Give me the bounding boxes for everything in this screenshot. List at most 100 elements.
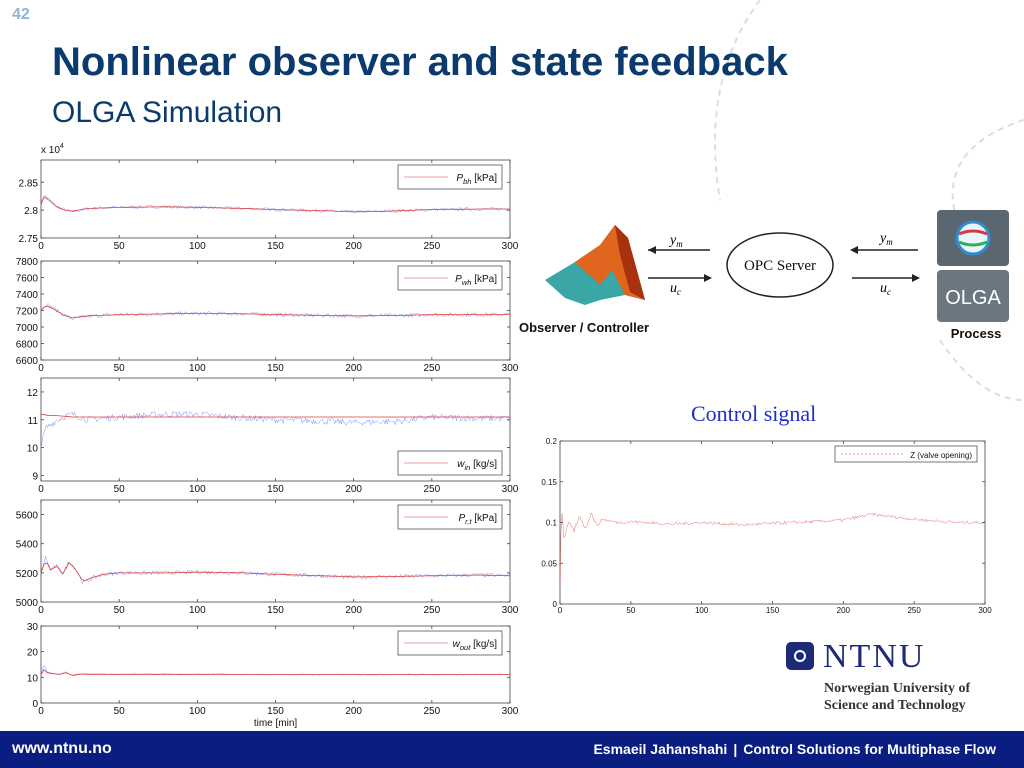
ntnu-full-line-2: Science and Technology — [824, 698, 966, 713]
x-tick-label: 250 — [423, 484, 440, 495]
x-tick-label: 50 — [114, 706, 126, 717]
opc-server-label: OPC Server — [744, 258, 816, 274]
x-tick-label: 0 — [38, 484, 44, 495]
x-tick-label: 50 — [626, 606, 635, 615]
y-tick-label: 6600 — [16, 356, 39, 367]
svg-text:uc: uc — [670, 281, 681, 297]
olga-logo-icon — [937, 270, 1009, 322]
x-tick-label: 300 — [502, 363, 519, 374]
ym-sub-right: m — [886, 237, 893, 247]
footer-credit: Esmaeil Jahanshahi | Control Solutions for… — [593, 741, 996, 757]
footer-topic: Control Solutions for Multiphase Flow — [743, 741, 996, 757]
x-tick-label: 300 — [502, 241, 519, 252]
y-tick-label: 5000 — [16, 598, 39, 609]
opc-server-node — [726, 232, 834, 298]
y-tick-label: 10 — [27, 444, 39, 455]
ntnu-name: NTNU — [823, 638, 926, 675]
legend-box — [834, 445, 978, 463]
x-tick-label: 0 — [38, 605, 44, 616]
x-tick-label: 250 — [907, 606, 921, 615]
legend-label: Pr,t [kPa] — [458, 513, 497, 526]
x-tick-label: 200 — [345, 706, 362, 717]
legend-label: Z (valve opening) — [910, 451, 972, 460]
y-exponent-label: x 104 — [41, 143, 64, 156]
x-tick-label: 150 — [267, 706, 284, 717]
y-tick-label: 10 — [27, 673, 39, 684]
svg-text:uc: uc — [880, 281, 891, 297]
x-tick-label: 200 — [345, 605, 362, 616]
series-line-estimated — [40, 668, 510, 676]
x-tick-label: 250 — [423, 241, 440, 252]
x-tick-label: 300 — [502, 484, 519, 495]
chart-2: 0 50 100 150 200 250 300 9 10 11 12 win [kg/s] — [27, 377, 519, 495]
x-tick-label: 0 — [558, 606, 563, 615]
footer-url-link[interactable]: www.ntnu.no — [12, 740, 112, 757]
y-tick-label: 7800 — [16, 257, 39, 268]
x-tick-label: 0 — [38, 241, 44, 252]
legend-label: Pwh [kPa] — [455, 274, 497, 287]
y-tick-label: 0.05 — [541, 559, 557, 568]
x-tick-label: 150 — [267, 605, 284, 616]
ym-label-right: y — [878, 231, 887, 246]
series-line-measured — [40, 410, 511, 449]
process-label: Process — [951, 326, 1002, 341]
y-tick-label: 5200 — [16, 569, 39, 580]
plot-frame — [559, 440, 986, 605]
y-tick-label: 9 — [32, 471, 38, 482]
y-tick-label: 0.15 — [541, 478, 557, 487]
series-line-estimated — [40, 196, 510, 213]
y-tick-label: 7600 — [16, 274, 39, 285]
x-tick-label: 100 — [695, 606, 709, 615]
svg-text:ym: ym — [668, 233, 683, 249]
y-tick-label: 0.1 — [546, 519, 558, 528]
x-tick-label: 100 — [189, 484, 206, 495]
x-tick-label: 100 — [189, 706, 206, 717]
x-tick-label: 200 — [345, 363, 362, 374]
olga-logo-text: OLGA — [945, 287, 1001, 309]
slide-title: Nonlinear observer and state feedback — [52, 40, 788, 84]
x-tick-label: 100 — [189, 241, 206, 252]
uc-label-left: u — [670, 281, 677, 296]
y-tick-label: 0 — [553, 600, 558, 609]
series-line-estimated — [559, 512, 986, 589]
controller-label: Observer / Controller — [519, 320, 649, 335]
series-line-measured — [40, 303, 511, 320]
series-line-estimated — [40, 562, 511, 582]
y-tick-label: 6800 — [16, 340, 39, 351]
svg-text:ym: ym — [878, 231, 893, 247]
x-tick-label: 50 — [114, 241, 126, 252]
footer-bar: www.ntnu.no Esmaeil Jahanshahi | Control S… — [0, 731, 1024, 768]
y-tick-label: 12 — [27, 388, 39, 399]
y-tick-label: 7400 — [16, 290, 39, 301]
x-tick-label: 150 — [267, 484, 284, 495]
series-line-measured — [40, 555, 511, 585]
x-tick-label: 200 — [345, 241, 362, 252]
x-tick-label: 250 — [423, 706, 440, 717]
x-tick-label: 0 — [38, 363, 44, 374]
footer-author: Esmaeil Jahanshahi — [593, 741, 728, 757]
series-line-estimated — [40, 413, 510, 418]
x-tick-label: 250 — [423, 605, 440, 616]
legend-label: Pbh [kPa] — [456, 173, 497, 186]
x-tick-label: 150 — [267, 241, 284, 252]
ym-sub-left: m — [676, 239, 683, 249]
x-tick-label: 50 — [114, 363, 126, 374]
y-tick-label: 2.8 — [24, 206, 38, 217]
x-tick-label: 200 — [345, 484, 362, 495]
y-tick-label: 0.2 — [546, 437, 558, 446]
slide-number: 42 — [12, 6, 30, 23]
x-tick-label: 300 — [502, 605, 519, 616]
x-tick-label: 200 — [837, 606, 851, 615]
footer-separator: | — [733, 741, 738, 757]
series-line-estimated — [40, 305, 510, 319]
x-tick-label: 100 — [189, 363, 206, 374]
y-tick-label: 5600 — [16, 511, 39, 522]
ym-label-left: y — [668, 233, 677, 248]
y-tick-label: 2.85 — [19, 178, 39, 189]
x-axis-label: time [min] — [254, 718, 298, 729]
ntnu-logo-icon — [786, 642, 814, 670]
chart-4: 0 50 100 150 200 250 300 0 10 20 30 wout [kg/s] time… — [27, 622, 519, 729]
uc-sub-right: c — [887, 287, 891, 297]
